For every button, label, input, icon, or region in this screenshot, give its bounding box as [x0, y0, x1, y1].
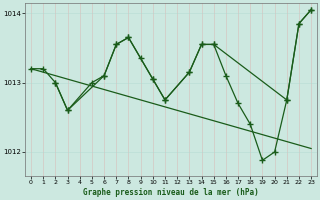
- X-axis label: Graphe pression niveau de la mer (hPa): Graphe pression niveau de la mer (hPa): [83, 188, 259, 197]
